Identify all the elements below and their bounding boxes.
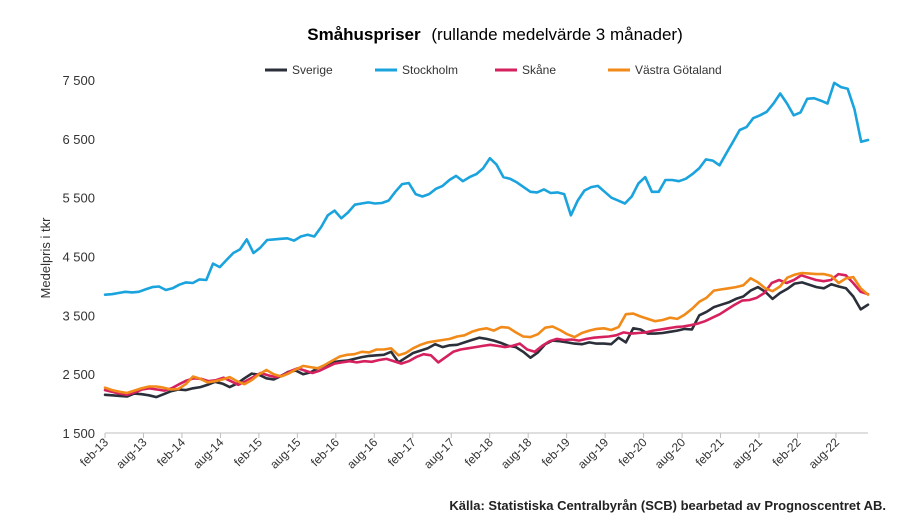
x-axis-ticks: feb-13 aug-13 feb-14 aug-14 feb-15 aug-15 feb-… bbox=[77, 433, 842, 472]
x-tick-label: aug-14 bbox=[190, 435, 227, 472]
legend-label: Västra Götaland bbox=[635, 63, 722, 77]
x-tick-label: aug-16 bbox=[344, 435, 381, 472]
x-tick-label: aug-22 bbox=[806, 435, 843, 472]
chart-subtitle: (rullande medelvärde 3 månader) bbox=[431, 25, 682, 44]
legend: Sverige Stockholm Skåne Västra Götaland bbox=[265, 63, 722, 77]
y-axis-label: Medelpris i tkr bbox=[38, 217, 53, 299]
x-tick-label: feb-18 bbox=[462, 435, 496, 469]
series-lines bbox=[103, 81, 870, 399]
series-line-v-stra-g-taland bbox=[103, 271, 870, 395]
y-tick-label: 3 500 bbox=[62, 308, 95, 323]
x-tick-label: feb-20 bbox=[616, 435, 650, 469]
x-tick-label: aug-20 bbox=[652, 435, 689, 472]
y-tick-label: 6 500 bbox=[62, 132, 95, 147]
x-tick-label: feb-16 bbox=[308, 435, 342, 469]
x-tick-label: feb-19 bbox=[539, 435, 573, 469]
y-axis-ticks: 1 500 2 500 3 500 4 500 5 500 6 500 7 500 bbox=[62, 73, 95, 441]
series-line-stockholm bbox=[103, 81, 870, 297]
x-tick-label: feb-14 bbox=[154, 435, 188, 469]
x-tick-label: feb-21 bbox=[693, 435, 727, 469]
legend-label: Skåne bbox=[522, 63, 556, 77]
y-tick-label: 1 500 bbox=[62, 426, 95, 441]
series-line-sverige bbox=[103, 281, 870, 399]
y-tick-label: 5 500 bbox=[62, 191, 95, 206]
x-tick-label: feb-22 bbox=[770, 435, 804, 469]
source-note: Källa: Statistiska Centralbyrån (SCB) be… bbox=[449, 498, 886, 513]
x-tick-label: feb-17 bbox=[385, 435, 419, 469]
x-tick-label: aug-19 bbox=[575, 435, 612, 472]
chart-title: Småhuspriser bbox=[307, 25, 421, 44]
chart-title-group: Småhuspriser (rullande medelvärde 3 måna… bbox=[307, 25, 682, 44]
x-tick-label: aug-17 bbox=[421, 435, 458, 472]
legend-label: Stockholm bbox=[402, 63, 458, 77]
x-tick-label: feb-15 bbox=[231, 435, 265, 469]
x-tick-label: aug-21 bbox=[729, 435, 766, 472]
y-tick-label: 2 500 bbox=[62, 367, 95, 382]
series-line-sk-ne bbox=[103, 272, 870, 397]
x-tick-label: aug-15 bbox=[267, 435, 304, 472]
x-tick-label: aug-18 bbox=[498, 435, 535, 472]
y-tick-label: 4 500 bbox=[62, 250, 95, 265]
x-tick-label: aug-13 bbox=[113, 435, 150, 472]
legend-label: Sverige bbox=[292, 63, 333, 77]
y-tick-label: 7 500 bbox=[62, 73, 95, 88]
